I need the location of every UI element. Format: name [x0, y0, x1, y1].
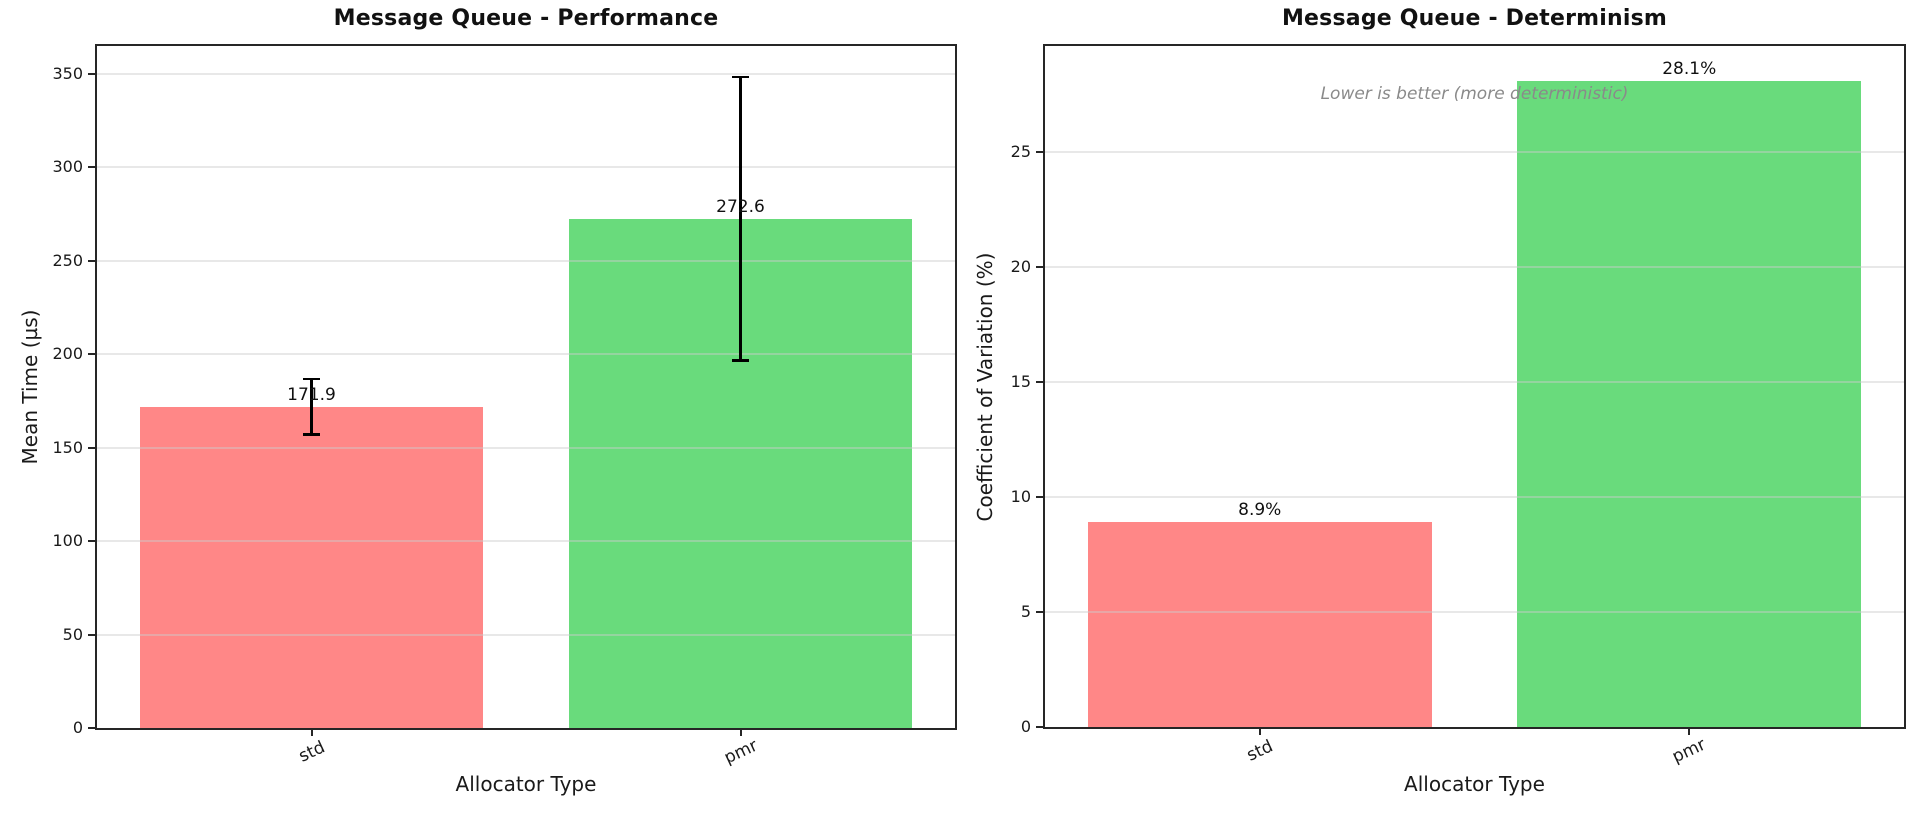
- y-tick-mark: [1036, 265, 1044, 268]
- y-tick-label: 350: [52, 64, 83, 84]
- y-tick-label: 25: [1010, 141, 1031, 161]
- plot-area: 0 50 100 150 200 250 300 350 171.9 272.6 std pmr: [52, 44, 957, 768]
- x-tick-mark: [739, 728, 742, 736]
- y-tick-label: 150: [52, 437, 83, 457]
- y-tick-mark: [1036, 610, 1044, 613]
- y-tick-label: 15: [1010, 371, 1031, 391]
- bar-value-label: 8.9%: [1238, 500, 1282, 521]
- y-tick-label: 20: [1010, 256, 1031, 276]
- y-tick-mark: [88, 727, 96, 729]
- bar-value-label: 28.1%: [1662, 58, 1717, 79]
- y-tick-label: 0: [72, 718, 83, 737]
- error-bar: [739, 76, 742, 361]
- y-tick-mark: [88, 166, 96, 169]
- chart-title: Message Queue - Performance: [333, 6, 719, 31]
- gridline: [97, 353, 955, 356]
- y-tick-mark: [1036, 150, 1044, 153]
- y-tick-label: 0: [1020, 717, 1031, 736]
- x-axis-label: Allocator Type: [455, 772, 597, 796]
- error-bar-cap: [303, 433, 320, 436]
- y-tick-label: 200: [52, 344, 83, 364]
- bar-std: [139, 406, 484, 728]
- x-tick-mark: [1258, 727, 1261, 735]
- y-tick-mark: [88, 259, 96, 262]
- x-tick-mark: [310, 728, 313, 736]
- x-tick-mark: [1688, 727, 1691, 735]
- y-tick-mark: [1036, 726, 1044, 728]
- plot-area: Lower is better (more deterministic) 0 5 1…: [1011, 44, 1906, 767]
- y-tick-label: 100: [52, 531, 83, 551]
- y-tick-label: 300: [52, 157, 83, 177]
- y-tick-mark: [1036, 495, 1044, 498]
- gridline: [1045, 150, 1904, 153]
- y-tick-label: 5: [1020, 601, 1031, 621]
- bar-value-label: 171.9: [287, 384, 336, 405]
- bar-pmr: [1517, 80, 1862, 727]
- gridline: [97, 633, 955, 636]
- error-bar-cap: [732, 359, 749, 362]
- y-tick-mark: [88, 353, 96, 356]
- y-tick-mark: [88, 633, 96, 636]
- gridline: [1045, 495, 1904, 498]
- gridline: [97, 540, 955, 543]
- error-bar-cap: [303, 377, 320, 381]
- bar-value-label: 272.6: [716, 196, 765, 217]
- subplot-performance: Message Queue - Performance Mean Time (µ…: [18, 6, 957, 796]
- y-tick-mark: [88, 540, 96, 543]
- x-axis-label: Allocator Type: [1404, 772, 1545, 796]
- bar-std: [1087, 522, 1432, 727]
- gridline: [97, 166, 955, 169]
- gridline: [1045, 380, 1904, 383]
- y-tick-label: 10: [1010, 486, 1031, 506]
- y-tick-mark: [88, 446, 96, 449]
- y-tick-mark: [88, 73, 96, 76]
- subplot-determinism: Message Queue - Determinism Coefficient …: [960, 0, 1920, 814]
- gridline: [1045, 265, 1904, 268]
- y-tick-label: 50: [62, 624, 83, 644]
- gridline: [97, 259, 955, 262]
- annotation-note: Lower is better (more deterministic): [1320, 84, 1629, 104]
- chart-title: Message Queue - Determinism: [1281, 6, 1668, 31]
- y-tick-mark: [1036, 380, 1044, 383]
- error-bar: [310, 378, 313, 435]
- gridline: [97, 73, 955, 76]
- y-tick-label: 250: [52, 250, 83, 270]
- gridline: [97, 446, 955, 449]
- error-bar-cap: [732, 75, 749, 79]
- gridline: [1045, 610, 1904, 613]
